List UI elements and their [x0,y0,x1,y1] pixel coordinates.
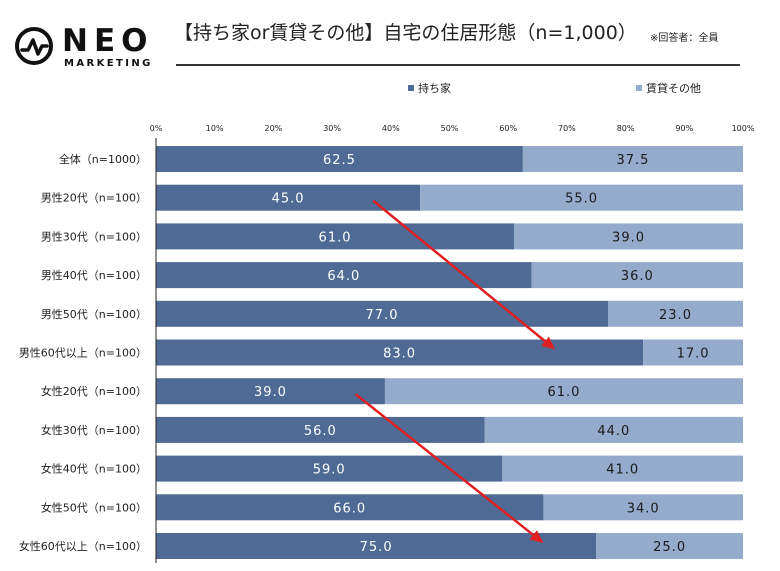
data-label: 64.0 [327,269,360,284]
data-label: 83.0 [383,347,416,362]
chart-title: 【持ち家or賃貸その他】自宅の住居形態（n=1,000） [174,22,637,44]
x-tick-label: 30% [323,124,341,133]
pulse-circle-icon [15,27,53,65]
bar-rent-other [522,146,743,172]
data-label: 66.0 [333,501,366,516]
data-label: 62.5 [323,153,356,168]
bar-rent-other [514,223,743,250]
bar-rent-other [384,378,743,405]
legend-label: 持ち家 [418,81,451,95]
x-tick-label: 70% [558,124,576,133]
bar-rent-other [643,339,743,366]
respondents-note: ※回答者：全員 [650,33,719,44]
data-label: 56.0 [304,424,337,439]
bar-own-home [156,339,644,366]
data-label: 44.0 [597,424,630,439]
category-label: 女性30代（n=100） [41,423,147,437]
bar-rent-other [531,262,743,289]
x-tick-label: 50% [441,124,459,133]
data-label: 37.5 [616,153,649,168]
bar-own-home [156,223,515,250]
x-tick-label: 80% [617,124,635,133]
bar-own-home [156,416,485,443]
x-axis-ticks: 0% 10% 20% 30% 40% 50% 60% 70% 80% 90% 100% [150,124,755,133]
category-label: 女性40代（n=100） [41,462,147,476]
category-label: 全体（n=1000） [59,152,147,166]
bar-own-home [156,494,544,521]
bar-own-home [156,455,503,482]
bar-own-home [156,146,523,172]
data-label: 77.0 [366,308,399,323]
trend-arrow-head [541,336,556,350]
x-tick-label: 20% [265,124,283,133]
category-label: 女性50代（n=100） [41,500,147,514]
bar-own-home [156,378,385,405]
x-tick-label: 90% [675,124,693,133]
title-underline [176,64,740,66]
data-label: 55.0 [565,192,598,207]
legend-swatch [408,85,414,91]
category-label: 女性20代（n=100） [41,384,147,398]
category-label: 男性20代（n=100） [41,191,147,205]
bar-rent-other [420,184,743,211]
x-tick-label: 60% [499,124,517,133]
chart-legend: 持ち家 賃貸その他 [408,81,701,95]
data-label: 41.0 [606,463,639,478]
x-tick-label: 10% [206,124,224,133]
data-label: 59.0 [313,463,346,478]
category-label: 男性40代（n=100） [41,268,147,282]
bar-rent-other [502,455,743,482]
bar-rent-other [484,416,743,443]
legend-label: 賃貸その他 [646,81,701,95]
bar-own-home [156,262,532,289]
data-label: 61.0 [319,230,352,245]
data-label: 36.0 [621,269,654,284]
x-tick-label: 40% [382,124,400,133]
bar-own-home [156,533,597,559]
category-label: 男性60代以上（n=100） [19,346,147,360]
data-label: 75.0 [360,540,393,555]
category-label: 男性30代（n=100） [41,229,147,243]
bar-rent-other [596,533,743,559]
trend-arrow-head [529,530,544,543]
data-label: 34.0 [627,501,660,516]
data-label: 61.0 [547,385,580,400]
trend-arrows [354,199,556,543]
data-label: 25.0 [653,540,686,555]
bar-rent-other [607,300,743,327]
data-label: 39.0 [254,385,287,400]
data-label: 17.0 [677,347,710,362]
data-label: 45.0 [272,192,305,207]
category-label: 女性60代以上（n=100） [19,539,147,553]
data-label: 39.0 [612,230,645,245]
neo-marketing-logo: NEO MARKETING [14,24,164,74]
data-label: 23.0 [659,308,692,323]
bar-rent-other [543,494,743,521]
bar-own-home [156,300,608,327]
x-tick-label: 0% [150,124,163,133]
x-tick-label: 100% [732,124,755,133]
logo-subtitle: MARKETING [64,58,153,69]
logo-name: NEO [62,23,154,59]
bar-own-home [156,184,421,211]
category-label: 男性50代（n=100） [41,307,147,321]
legend-swatch [636,85,642,91]
trend-arrow-line [354,393,535,536]
trend-arrow-line [372,199,546,343]
chart-bars: 全体（n=1000） 62.5 37.5 男性20代（n=100） 45.0 55.0 男性… [19,146,743,559]
